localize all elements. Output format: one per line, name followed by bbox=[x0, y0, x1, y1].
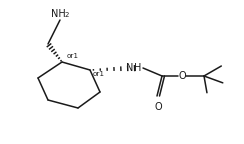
Text: NH: NH bbox=[51, 9, 65, 19]
Text: N: N bbox=[126, 63, 133, 73]
Text: 2: 2 bbox=[65, 12, 69, 18]
Text: or1: or1 bbox=[93, 71, 105, 77]
Text: H: H bbox=[134, 63, 142, 73]
Text: O: O bbox=[154, 102, 162, 112]
Text: O: O bbox=[178, 71, 186, 81]
Text: or1: or1 bbox=[67, 53, 79, 59]
